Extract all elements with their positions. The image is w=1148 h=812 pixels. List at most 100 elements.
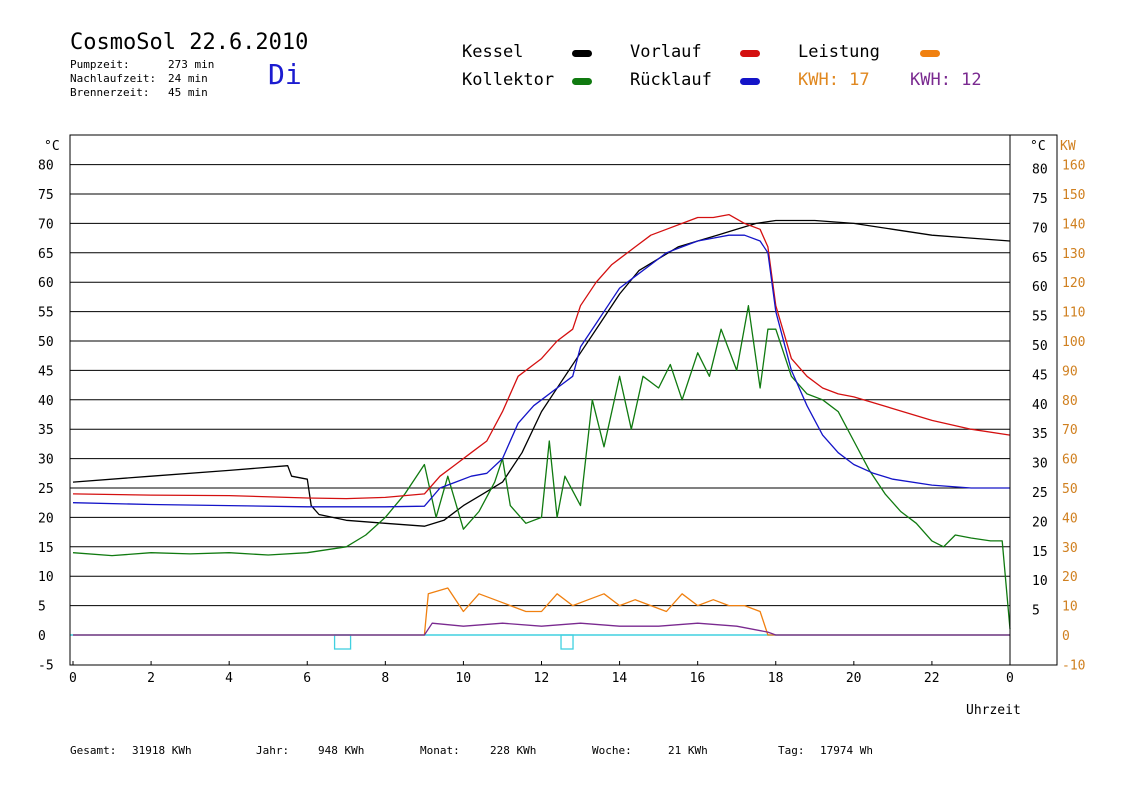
series-line-kessel: [72, 219, 1011, 527]
footer-monat-value: 228 KWh: [490, 744, 537, 757]
x-tick-label: 2: [147, 671, 155, 686]
y-tick-label-right-temp: 20: [1032, 515, 1048, 530]
y-tick-label-left: 35: [38, 423, 54, 438]
y-tick-label-left: 80: [38, 159, 54, 174]
footer-tag-value: 17974 Wh: [820, 744, 873, 757]
pumpzeit-label: Pumpzeit:: [70, 58, 130, 71]
series-line-kollektor: [72, 305, 1011, 630]
footer-jahr-label: Jahr:: [256, 744, 290, 757]
x-tick-label: 18: [768, 671, 784, 686]
legend-kessel-label: Kessel: [462, 42, 524, 62]
y-tick-label-right-temp: 5: [1032, 604, 1040, 619]
series-line-kwh: [73, 622, 1010, 636]
y-tick-label-right-power: 10: [1062, 600, 1078, 615]
y-tick-label-left: 5: [38, 600, 46, 615]
legend-kollektor-swatch: [572, 78, 592, 85]
legend-ruecklauf-label: Rücklauf: [630, 70, 712, 90]
y-tick-label-right-temp: 25: [1032, 486, 1048, 501]
y-tick-label-right-temp: 35: [1032, 427, 1048, 442]
x-tick-label: 12: [534, 671, 550, 686]
chart-frame: [69, 134, 1058, 666]
x-tick-label: 20: [846, 671, 862, 686]
footer-gesamt-value: 31918 KWh: [132, 744, 192, 757]
y-tick-label-right-temp: 40: [1032, 398, 1048, 413]
legend-kollektor-label: Kollektor: [462, 70, 555, 90]
legend-vorlauf-label: Vorlauf: [630, 42, 702, 62]
chart-title: CosmoSol 22.6.2010: [70, 30, 309, 55]
series-line-rcklauf: [72, 234, 1010, 508]
chart-axes: [69, 134, 1058, 666]
x-tick-label: 22: [924, 671, 940, 686]
y-tick-label-right-power: -10: [1062, 658, 1085, 673]
series-line-vorlauf: [72, 213, 1011, 500]
y-tick-label-right-temp: 45: [1032, 368, 1048, 383]
y-tick-label-right-power: 150: [1062, 188, 1085, 203]
legend-leistung-label: Leistung: [798, 42, 880, 62]
y-tick-label-right-temp: 15: [1032, 545, 1048, 560]
y-tick-label-left: 75: [38, 188, 54, 203]
y-tick-label-left: 50: [38, 335, 54, 350]
pump-marker: [560, 634, 574, 650]
y-tick-label-right-power: 0: [1062, 629, 1070, 644]
y-tick-label-left: 55: [38, 306, 54, 321]
y-tick-label-left: 45: [38, 364, 54, 379]
y-tick-label-right-temp: 50: [1032, 339, 1048, 354]
y-axis-unit-right-power: KW: [1060, 139, 1076, 154]
chart-grid: [70, 164, 1010, 607]
y-tick-label-left: 60: [38, 276, 54, 291]
x-tick-label: 4: [225, 671, 233, 686]
legend-ruecklauf-swatch: [740, 78, 760, 85]
y-tick-label-left: 65: [38, 247, 54, 262]
y-tick-label-right-power: 140: [1062, 217, 1085, 232]
y-tick-label-right-power: 120: [1062, 276, 1085, 291]
y-tick-label-right-power: 50: [1062, 482, 1078, 497]
brennerzeit-value: 45 min: [168, 86, 208, 99]
footer-monat-label: Monat:: [420, 744, 460, 757]
chart-tick-labels: 80757065605550454035302520151050-5807570…: [38, 139, 1085, 718]
y-tick-label-right-power: 30: [1062, 541, 1078, 556]
y-tick-label-right-power: 100: [1062, 335, 1085, 350]
y-tick-label-right-power: 130: [1062, 247, 1085, 262]
y-tick-label-right-temp: 65: [1032, 251, 1048, 266]
y-tick-label-left: 10: [38, 570, 54, 585]
y-tick-label-right-temp: 30: [1032, 457, 1048, 472]
footer-woche-value: 21 KWh: [668, 744, 708, 757]
x-tick-label: 8: [381, 671, 389, 686]
x-tick-label: 6: [303, 671, 311, 686]
y-tick-label-right-power: 60: [1062, 453, 1078, 468]
y-tick-label-right-temp: 60: [1032, 280, 1048, 295]
y-tick-label-left: 0: [38, 629, 46, 644]
footer-woche-label: Woche:: [592, 744, 632, 757]
nachlaufzeit-value: 24 min: [168, 72, 208, 85]
y-tick-label-right-temp: 10: [1032, 574, 1048, 589]
pump-marker: [333, 634, 352, 650]
legend-leistung-swatch: [920, 50, 940, 57]
y-tick-label-right-power: 90: [1062, 364, 1078, 379]
y-tick-label-right-power: 110: [1062, 306, 1085, 321]
footer-jahr-value: 948 KWh: [318, 744, 365, 757]
y-tick-label-left: 25: [38, 482, 54, 497]
series-line-leistung: [73, 587, 1010, 636]
x-tick-label: 10: [455, 671, 471, 686]
y-tick-label-left: 70: [38, 217, 54, 232]
y-tick-label-left: -5: [38, 658, 54, 673]
y-tick-label-right-power: 20: [1062, 570, 1078, 585]
x-axis-label: Uhrzeit: [966, 703, 1021, 718]
y-tick-label-right-power: 160: [1062, 159, 1085, 174]
y-tick-label-right-temp: 55: [1032, 310, 1048, 325]
legend-kessel-swatch: [572, 50, 592, 57]
brennerzeit-label: Brennerzeit:: [70, 86, 150, 99]
y-tick-label-right-temp: 80: [1032, 163, 1048, 178]
footer-gesamt-label: Gesamt:: [70, 744, 117, 757]
weekday-label: Di: [268, 58, 302, 91]
x-tick-label: 0: [1006, 671, 1014, 686]
x-tick-label: 0: [69, 671, 77, 686]
x-tick-label: 16: [690, 671, 706, 686]
chart-series: [70, 213, 1011, 650]
y-tick-label-right-power: 80: [1062, 394, 1078, 409]
y-tick-label-right-temp: 70: [1032, 221, 1048, 236]
nachlaufzeit-label: Nachlaufzeit:: [70, 72, 157, 85]
y-tick-label-left: 15: [38, 541, 54, 556]
pumpzeit-value: 273 min: [168, 58, 215, 71]
y-tick-label-left: 30: [38, 453, 54, 468]
